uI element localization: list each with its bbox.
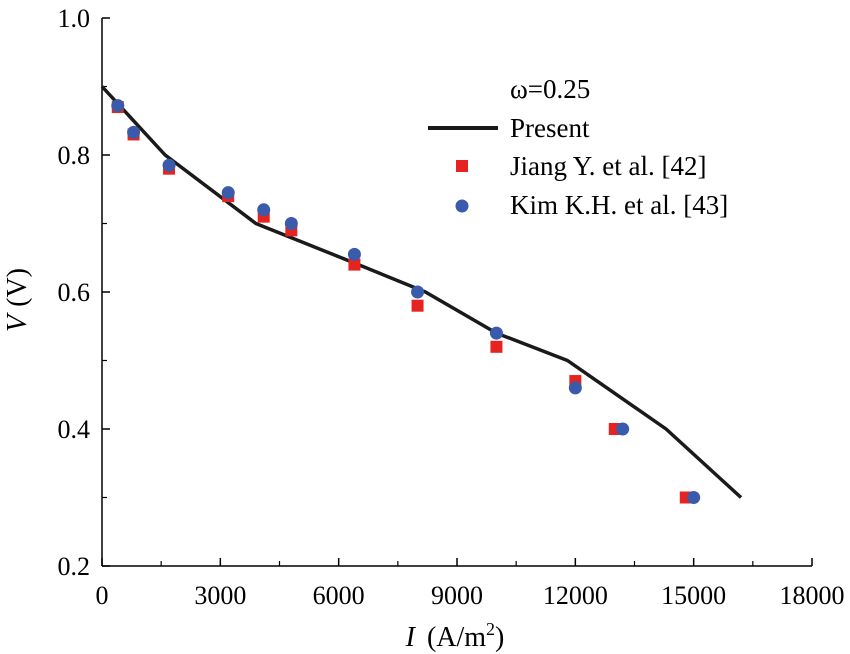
legend-label-present: Present xyxy=(510,113,590,143)
kim-point xyxy=(111,99,125,113)
y-tick-label: 0.6 xyxy=(58,278,91,307)
x-tick-label: 12000 xyxy=(543,581,608,610)
x-tick-label: 9000 xyxy=(431,581,483,610)
x-axis-variable: I xyxy=(405,622,417,653)
plot-area xyxy=(101,18,812,567)
present-line xyxy=(100,85,743,499)
y-axis-unit: (V) xyxy=(2,268,33,307)
kim-point xyxy=(489,326,503,340)
x-axis-unit-superscript: 2 xyxy=(486,619,495,639)
kim-point xyxy=(687,491,701,504)
jiang-point xyxy=(411,299,424,312)
kim-point xyxy=(347,247,361,261)
x-tick-label: 6000 xyxy=(313,581,365,610)
y-axis-title: V (V) xyxy=(2,268,33,332)
series-line xyxy=(100,85,743,499)
jiang-point xyxy=(348,258,361,271)
kim-point xyxy=(221,186,235,200)
y-tick-label: 1.0 xyxy=(58,4,91,33)
legend: ω=0.25 Present Jiang Y. et al. [42] Kim … xyxy=(428,74,728,220)
legend-label-kim: Kim K.H. et al. [43] xyxy=(510,190,728,220)
legend-label-jiang: Jiang Y. et al. [42] xyxy=(510,151,706,181)
y-tick-label: 0.4 xyxy=(58,415,91,444)
x-tick-label: 3000 xyxy=(194,581,246,610)
kim-point xyxy=(411,285,425,299)
series-layer xyxy=(100,85,743,504)
y-axis-variable: V xyxy=(2,312,33,332)
legend-title: ω=0.25 xyxy=(510,74,590,104)
x-axis-unit-prefix: (A/m xyxy=(427,622,486,653)
jiang-point xyxy=(490,340,503,353)
kim-point xyxy=(284,217,298,230)
axis-ticks: 0 3000 6000 9000 12000 15000 18000 0.2 0.4 0.6 0.8… xyxy=(58,4,845,610)
kim-point xyxy=(616,422,630,436)
kim-point xyxy=(257,203,271,217)
kim-point xyxy=(127,125,141,139)
legend-square-swatch xyxy=(456,160,468,172)
legend-circle-swatch xyxy=(455,199,469,213)
x-axis-title: I (A/m2) xyxy=(405,619,505,653)
y-tick-label: 0.8 xyxy=(58,141,91,170)
x-axis-unit-suffix: ) xyxy=(495,622,504,653)
y-tick-label: 0.2 xyxy=(58,552,91,581)
kim-point xyxy=(162,158,176,172)
series-kim-points xyxy=(111,99,701,504)
x-tick-label: 18000 xyxy=(780,581,845,610)
kim-point xyxy=(568,381,582,395)
x-tick-label: 15000 xyxy=(661,581,726,610)
x-tick-label: 0 xyxy=(96,581,109,610)
